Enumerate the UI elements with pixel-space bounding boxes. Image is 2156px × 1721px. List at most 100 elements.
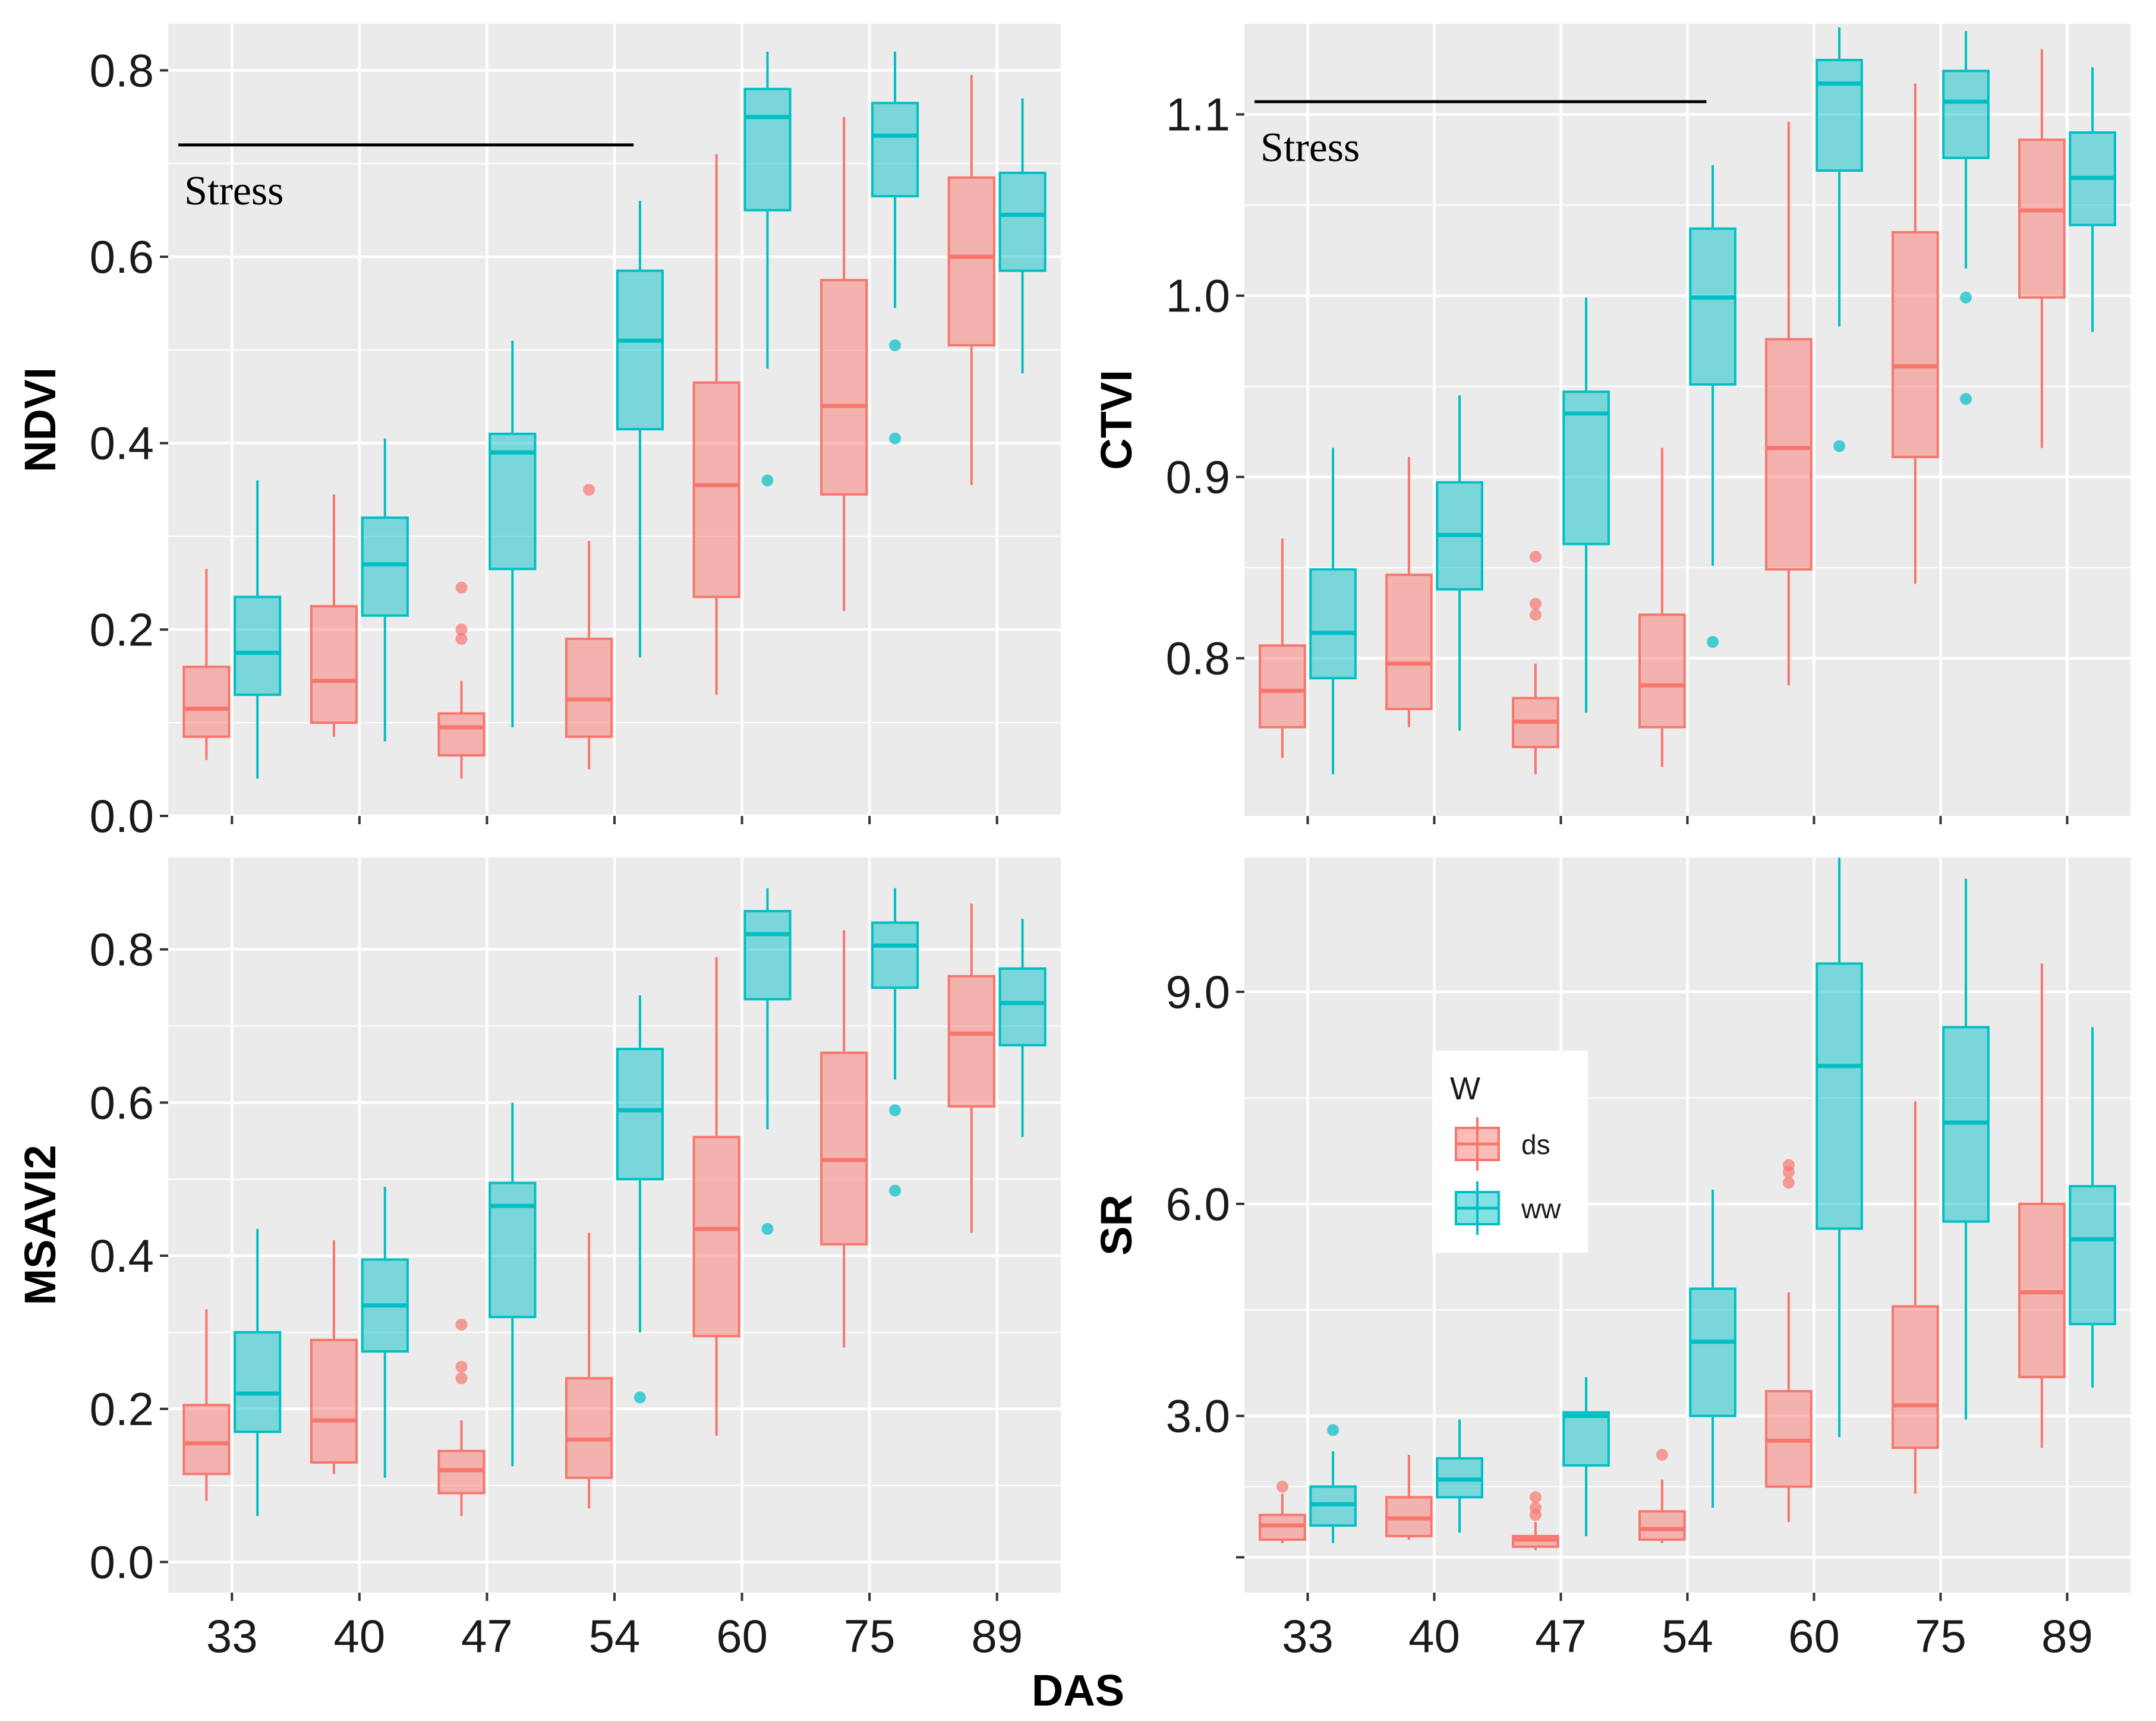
ctvi-y-axis-title: CTVI bbox=[1092, 370, 1141, 470]
ctvi-box-ds-33 bbox=[1259, 538, 1306, 758]
shared-x-axis-title: DAS bbox=[1032, 1666, 1124, 1715]
box-body bbox=[234, 595, 282, 696]
outlier-point bbox=[1529, 550, 1542, 563]
box-body bbox=[488, 1181, 537, 1319]
outlier-point bbox=[455, 623, 468, 636]
box-body bbox=[182, 666, 231, 738]
ndvi-box-ww-33 bbox=[234, 480, 282, 779]
sr-x-tick-label: 89 bbox=[2041, 1610, 2093, 1662]
ndvi-box-ww-54 bbox=[616, 200, 664, 658]
sr-box-ds-40 bbox=[1385, 1455, 1433, 1540]
sr-x-tick-label: 47 bbox=[1535, 1610, 1587, 1662]
msavi2-box-ds-60 bbox=[692, 957, 740, 1436]
box-body bbox=[234, 1331, 282, 1433]
box-body bbox=[1942, 70, 1990, 159]
legend-background bbox=[1432, 1051, 1588, 1253]
box-body bbox=[565, 1377, 613, 1479]
outlier-point bbox=[889, 432, 902, 445]
sr-x-tick-label: 54 bbox=[1662, 1610, 1713, 1662]
ndvi-y-tick-label: 0.0 bbox=[90, 790, 154, 842]
box-body bbox=[2069, 1185, 2116, 1326]
outlier-point bbox=[1529, 1502, 1542, 1514]
box-body bbox=[998, 171, 1047, 272]
outlier-point bbox=[1782, 1177, 1795, 1189]
msavi2-box-ds-89 bbox=[947, 903, 995, 1233]
box-body bbox=[871, 102, 919, 198]
msavi2-x-tick-label: 40 bbox=[333, 1610, 385, 1662]
legend-item-ww: ww bbox=[1455, 1181, 1561, 1235]
ndvi-box-ds-40 bbox=[310, 494, 358, 737]
box-body bbox=[1765, 338, 1813, 571]
msavi2-box-ww-33 bbox=[234, 1228, 282, 1517]
msavi2-box-ww-40 bbox=[361, 1187, 409, 1478]
box-body bbox=[1309, 568, 1357, 680]
msavi2-x-tick-label: 47 bbox=[461, 1610, 513, 1662]
msavi2-y-axis-title: MSAVI2 bbox=[15, 1145, 65, 1305]
sr-box-ww-54 bbox=[1689, 1190, 1736, 1508]
sr-box-ww-47 bbox=[1562, 1377, 1610, 1536]
ctvi-y-tick-label: 1.0 bbox=[1166, 270, 1230, 322]
sr-box-ds-60 bbox=[1765, 1159, 1813, 1523]
msavi2-x-tick-label: 54 bbox=[589, 1610, 641, 1662]
ndvi-box-ww-40 bbox=[361, 438, 409, 742]
ndvi-stress-label: Stress bbox=[184, 168, 283, 214]
outlier-point bbox=[1960, 291, 1972, 304]
outlier-point bbox=[1529, 609, 1542, 621]
ctvi-box-ww-89 bbox=[2069, 67, 2116, 332]
ctvi-box-ds-40 bbox=[1385, 457, 1433, 727]
ndvi-box-ds-33 bbox=[182, 569, 231, 760]
ctvi-box-ww-54 bbox=[1689, 165, 1736, 648]
sr-y-tick-label: 9.0 bbox=[1166, 966, 1230, 1018]
msavi2-x-tick-label: 60 bbox=[716, 1610, 768, 1662]
sr-box-ww-33 bbox=[1309, 1424, 1357, 1543]
outlier-point bbox=[1656, 1449, 1668, 1461]
box-body bbox=[1259, 644, 1306, 729]
box-body bbox=[743, 87, 792, 212]
ctvi-y-tick-label: 0.9 bbox=[1166, 451, 1230, 503]
ctvi-stress-label: Stress bbox=[1260, 125, 1360, 171]
box-body bbox=[1638, 613, 1686, 729]
box-body bbox=[1562, 390, 1610, 546]
msavi2-box-ds-47 bbox=[437, 1319, 486, 1517]
ctvi-panel: 0.8 0.9 1.0 1.1 CTVI Stress bbox=[1092, 24, 2130, 824]
box-body bbox=[692, 1136, 740, 1338]
box-body bbox=[182, 1404, 231, 1476]
ndvi-y-axis-title: NDVI bbox=[15, 367, 65, 472]
box-body bbox=[437, 712, 486, 757]
ctvi-box-ww-75 bbox=[1942, 31, 1990, 405]
box-body bbox=[1689, 227, 1736, 386]
sr-box-ww-89 bbox=[2069, 1027, 2116, 1388]
box-body bbox=[692, 381, 740, 598]
ndvi-y-tick-label: 0.6 bbox=[90, 231, 154, 283]
box-body bbox=[871, 921, 919, 989]
ctvi-box-ds-89 bbox=[2018, 49, 2066, 448]
msavi2-box-ds-40 bbox=[310, 1240, 358, 1474]
box-body bbox=[947, 176, 995, 347]
outlier-point bbox=[455, 581, 468, 594]
sr-box-ds-75 bbox=[1892, 1101, 1939, 1494]
sr-box-ww-40 bbox=[1436, 1419, 1483, 1533]
msavi2-y-tick-label: 0.4 bbox=[90, 1230, 154, 1282]
box-body bbox=[1815, 59, 1863, 172]
outlier-point bbox=[761, 474, 774, 487]
outlier-point bbox=[633, 1391, 646, 1404]
box-body bbox=[1638, 1510, 1686, 1541]
ndvi-box-ww-75 bbox=[871, 52, 919, 445]
ctvi-y-tick-label: 1.1 bbox=[1166, 89, 1230, 141]
outlier-point bbox=[1529, 598, 1542, 610]
ndvi-box-ww-60 bbox=[743, 52, 792, 487]
outlier-point bbox=[889, 339, 902, 352]
legend-label-ww: ww bbox=[1521, 1193, 1561, 1224]
ctvi-box-ww-47 bbox=[1562, 297, 1610, 713]
outlier-point bbox=[1707, 636, 1719, 648]
ctvi-box-ds-75 bbox=[1892, 83, 1939, 584]
box-body bbox=[1892, 1305, 1939, 1449]
outlier-point bbox=[1529, 1491, 1542, 1503]
msavi2-box-ww-60 bbox=[743, 888, 792, 1235]
box-body bbox=[1815, 962, 1863, 1230]
ndvi-y-tick-label: 0.4 bbox=[90, 417, 154, 469]
sr-x-tick-label: 60 bbox=[1788, 1610, 1840, 1662]
ndvi-panel: 0.0 0.2 0.4 0.6 0.8 NDVI Stress bbox=[15, 24, 1061, 842]
outlier-point bbox=[455, 633, 468, 645]
